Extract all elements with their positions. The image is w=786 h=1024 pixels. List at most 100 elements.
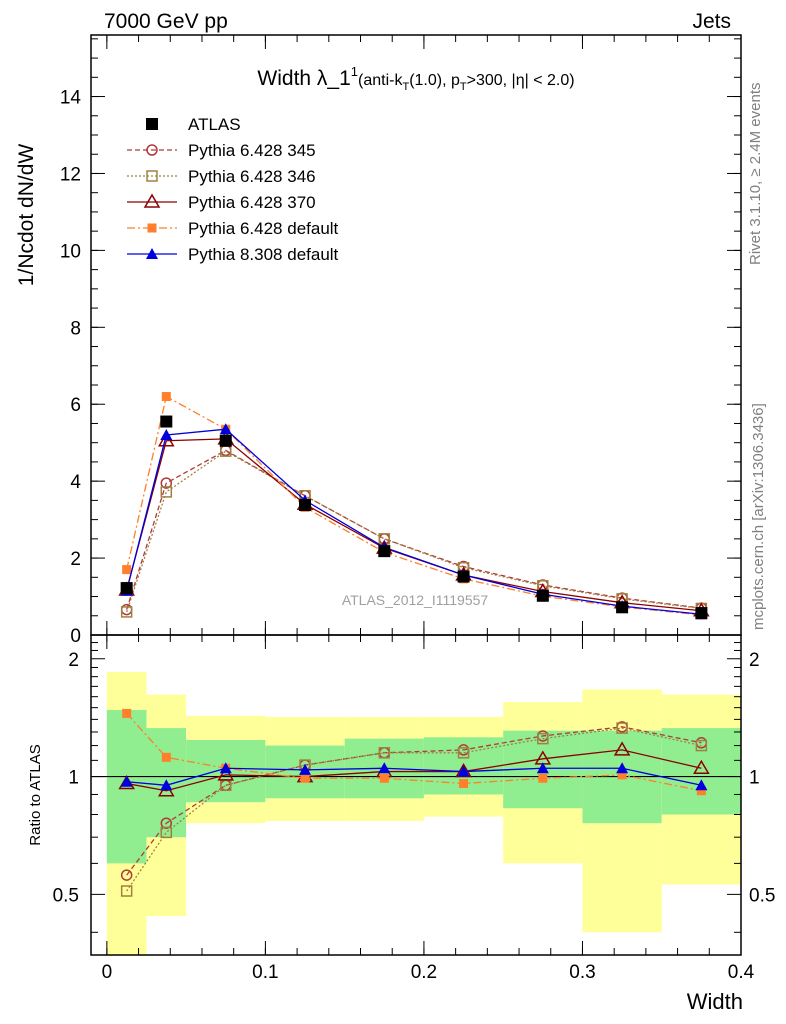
legend-label-p345: Pythia 6.428 345	[188, 141, 316, 160]
title-sub-1: T	[402, 81, 409, 93]
legend-entry-p8: Pythia 8.308 default	[127, 245, 339, 264]
ratio-tick-label-left: 2	[68, 650, 79, 671]
y-tick-label-main: 0	[70, 626, 81, 647]
header-left: 7000 GeV pp	[104, 10, 228, 33]
ratio-point-pdef	[379, 773, 389, 783]
legend: ATLAS Pythia 6.428 345 Pythia 6.428 346 Pyt…	[127, 115, 339, 264]
legend-label-p8: Pythia 8.308 default	[188, 245, 339, 264]
legend-marker-atlas	[146, 118, 158, 130]
y-tick-label-main: 12	[60, 164, 81, 185]
ratio-plot-frame	[90, 634, 742, 956]
ratio-point-p8	[616, 762, 629, 774]
point-p8	[219, 423, 232, 435]
ratio-point-p346	[616, 722, 628, 734]
point-atlas	[219, 434, 232, 447]
point-p346	[120, 606, 133, 618]
x-axis-label: Width	[687, 989, 743, 1014]
y-axis-label-main: 1/Ncdot dN/dW	[15, 144, 38, 287]
ratio-point-pdef	[122, 708, 132, 718]
series-line-p370	[126, 438, 702, 612]
title-cut-2: (1.0), p	[409, 72, 460, 89]
ratio-point-p8	[695, 779, 708, 791]
legend-entry-pdef: Pythia 6.428 default	[127, 219, 339, 238]
legend-marker-p345	[146, 144, 158, 156]
point-p345	[160, 477, 173, 489]
point-p8	[160, 429, 173, 440]
series-line-p346	[126, 450, 702, 613]
ratio-tick-label-right: 2	[749, 650, 760, 671]
x-tick-label: 0.1	[252, 962, 278, 983]
point-pdef	[161, 392, 171, 402]
mcplots-credit-text: mcplots.cern.ch [arXiv:1306.3436]	[750, 403, 767, 630]
data-series	[118, 392, 710, 897]
ratio-series-p346	[120, 722, 708, 897]
legend-marker-p346	[146, 170, 158, 182]
ratio-tick-label-left: 1	[68, 768, 79, 789]
series-line-p345	[126, 449, 702, 610]
ratio-series-p8	[120, 762, 708, 791]
legend-label-pdef: Pythia 6.428 default	[188, 219, 339, 238]
x-tick-label: 0	[102, 962, 113, 983]
ratio-tick-label-left: 0.5	[53, 885, 79, 906]
plot-title: Width λ_11(anti-kT(1.0), pT>300, |η| < 2…	[257, 64, 574, 93]
legend-label-atlas: ATLAS	[188, 115, 241, 134]
ratio-point-p370	[217, 766, 235, 781]
x-tick-label: 0.2	[411, 962, 437, 983]
y-tick-label-main: 10	[60, 241, 81, 262]
legend-entry-atlas: ATLAS	[146, 115, 241, 134]
title-cut-3: >300, |η| < 2.0)	[467, 72, 575, 89]
ratio-point-p345	[160, 817, 173, 829]
ratio-line-p346	[126, 727, 702, 892]
ratio-point-p346	[695, 739, 708, 752]
y-tick-label-main: 14	[60, 88, 82, 109]
y-tick-label-main: 2	[70, 549, 81, 570]
legend-entry-p345: Pythia 6.428 345	[127, 141, 316, 160]
title-sub-2: T	[460, 81, 467, 93]
ratio-tick-label-right: 1	[749, 768, 760, 789]
ratio-point-p346	[537, 732, 549, 745]
x-tick-label: 0.4	[728, 962, 755, 983]
ratio-point-p370	[693, 759, 710, 775]
ratio-point-p346	[457, 747, 470, 759]
ratio-point-pdef	[459, 779, 469, 789]
ratio-point-p8	[219, 762, 232, 774]
ratio-point-pdef	[300, 773, 310, 783]
ratio-point-p8	[160, 779, 173, 791]
point-atlas	[299, 499, 312, 511]
ratio-point-p345	[120, 869, 133, 881]
point-atlas	[616, 601, 629, 614]
ratio-tick-label-right: 0.5	[749, 885, 775, 906]
legend-entry-p370: Pythia 6.428 370	[127, 193, 316, 212]
series-pdef	[122, 392, 706, 620]
ratio-point-pdef	[538, 773, 548, 783]
ratio-point-pdef	[696, 786, 706, 796]
ratio-point-pdef	[161, 752, 171, 762]
point-p346	[160, 486, 173, 498]
point-atlas	[695, 607, 708, 620]
y-tick-label-main: 6	[70, 395, 81, 416]
ratio-point-p346	[160, 826, 173, 839]
point-atlas	[378, 545, 391, 558]
ratio-point-p8	[536, 762, 549, 774]
legend-marker-p8	[146, 248, 158, 259]
ratio-point-p8	[457, 765, 470, 777]
ratio-point-p370	[613, 741, 631, 756]
series-line-pdef	[126, 395, 702, 616]
y-axis-label-ratio: Ratio to ATLAS	[27, 744, 44, 845]
point-atlas	[120, 582, 133, 595]
point-atlas	[457, 570, 470, 583]
series-atlas	[120, 415, 708, 620]
series-p8	[120, 423, 708, 620]
ratio-point-p8	[299, 763, 312, 775]
legend-label-p346: Pythia 6.428 346	[188, 167, 316, 186]
ratio-point-p346	[120, 885, 133, 897]
title-sup: 1	[351, 64, 358, 79]
x-tick-label: 0.3	[569, 962, 595, 983]
ratio-point-p346	[378, 747, 391, 759]
header-right: Jets	[692, 10, 731, 33]
ratio-point-p8	[120, 775, 133, 787]
y-tick-label-main: 4	[70, 472, 81, 493]
point-atlas	[536, 589, 549, 602]
